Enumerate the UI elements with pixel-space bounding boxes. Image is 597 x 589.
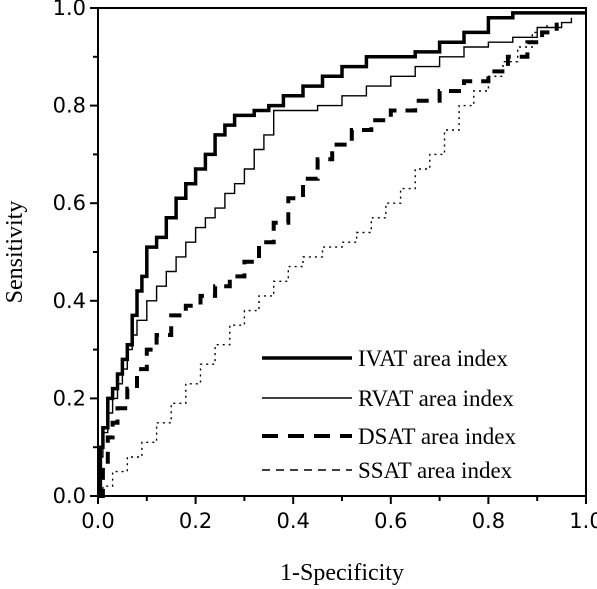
y-tick-label: 0.6 — [53, 191, 86, 215]
legend-label-4: SSAT area index — [358, 458, 513, 483]
series-layer — [98, 11, 586, 498]
legend: IVAT area index RVAT area index DSAT area … — [262, 346, 516, 483]
x-tick-label: 0.4 — [276, 509, 309, 533]
y-tick-label: 0.2 — [53, 386, 86, 410]
y-tick-label: 0.4 — [53, 289, 86, 313]
plot-area — [97, 7, 587, 497]
series-line-4 — [98, 22, 548, 497]
y-tick-label: 0.0 — [53, 484, 86, 508]
x-axis-title: 1-Specificity — [280, 560, 404, 586]
x-tick-label: 0.6 — [374, 509, 407, 533]
y-tick-label: 1.0 — [53, 0, 86, 20]
legend-label-2: RVAT area index — [358, 386, 514, 411]
legend-label-3: DSAT area index — [358, 424, 516, 449]
series-line-3 — [98, 22, 559, 498]
series-line-2 — [98, 17, 573, 497]
x-tick-label: 0.0 — [81, 509, 114, 533]
x-tick-label: 0.8 — [472, 509, 505, 533]
x-tick-label: 0.2 — [179, 509, 212, 533]
y-axis-title: Sensitivity — [2, 201, 28, 304]
legend-label-1: IVAT area index — [358, 346, 508, 371]
plot-frame — [97, 7, 587, 497]
axis-ticks: 0.0 0.2 0.4 0.6 0.8 1.0 0.0 0.2 0.4 0.6 0.8 1.0 — [53, 0, 597, 533]
x-tick-label: 1.0 — [569, 509, 597, 533]
y-tick-label: 0.8 — [53, 94, 86, 118]
